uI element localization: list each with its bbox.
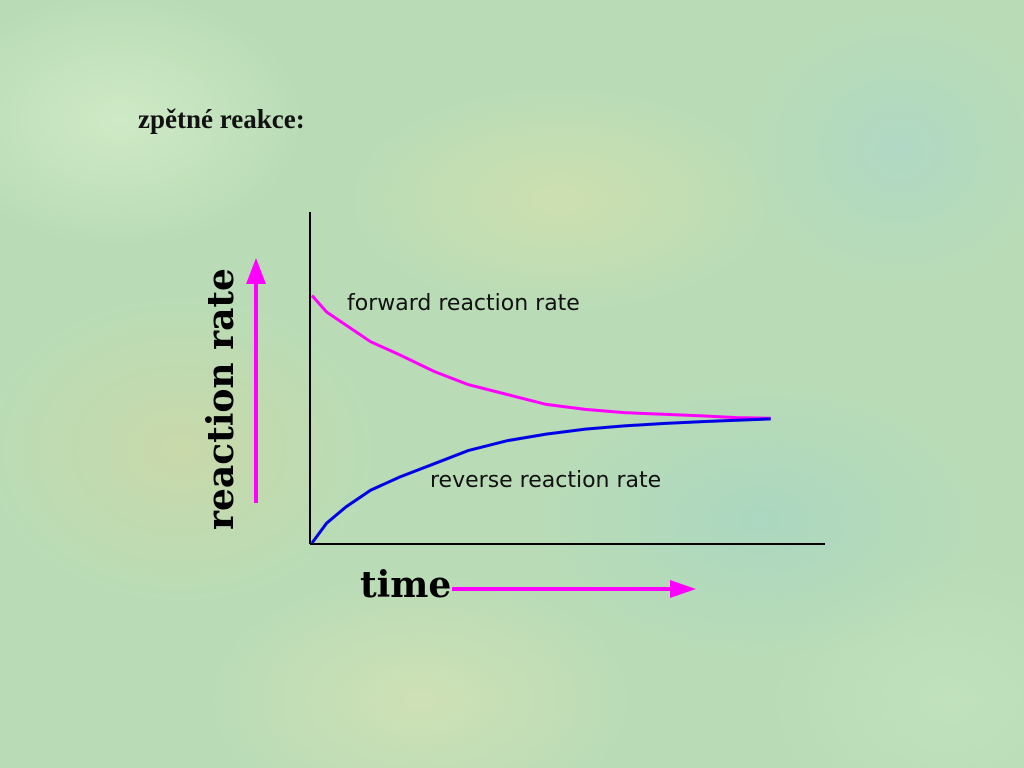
- slide-title: zpětné reakce:: [138, 104, 305, 134]
- series-line-forward: [310, 294, 771, 420]
- y-axis-label: reaction rate: [200, 268, 242, 530]
- forward-series-label: forward reaction rate: [347, 291, 580, 316]
- reverse-series-label: reverse reaction rate: [430, 468, 661, 493]
- y-label-arrowhead: [246, 258, 266, 284]
- x-axis-label: time: [360, 564, 451, 606]
- series-line-reverse: [310, 417, 771, 544]
- x-label-arrowhead: [670, 580, 696, 598]
